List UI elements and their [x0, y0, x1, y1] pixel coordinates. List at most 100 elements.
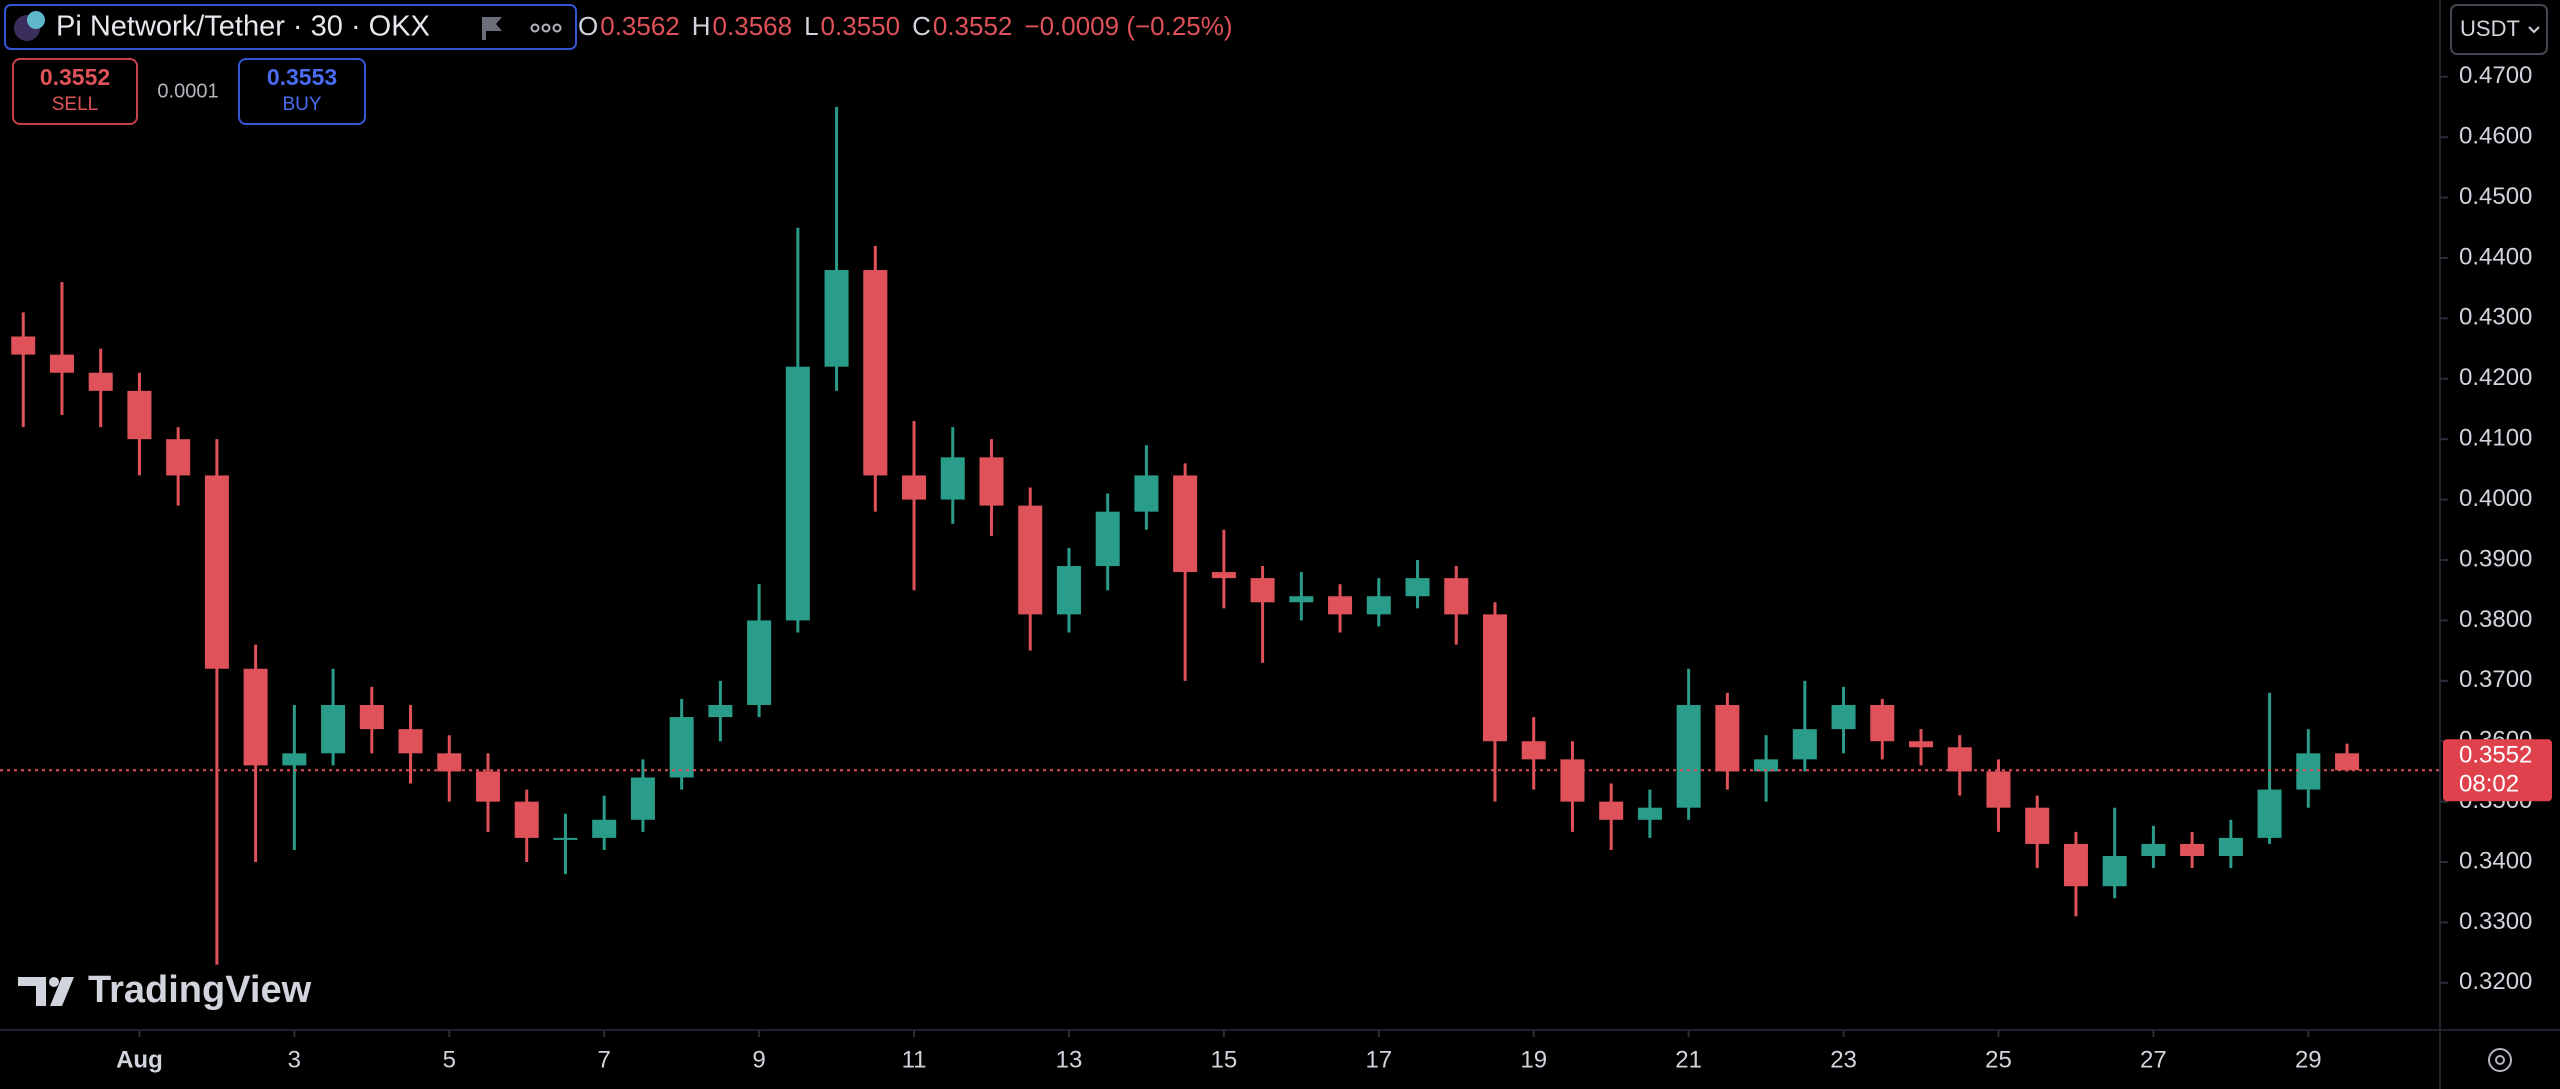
candle-body: [1366, 596, 1391, 615]
x-tick-label: 3: [288, 1046, 301, 1073]
sell-label: SELL: [52, 94, 98, 115]
candle-body: [553, 837, 578, 840]
countdown-label: 08:02: [2459, 771, 2519, 798]
candle-body: [1831, 704, 1856, 730]
flag-icon[interactable]: [482, 17, 502, 40]
y-tick-label: 0.3700: [2459, 666, 2532, 693]
candle-body: [1754, 759, 1779, 772]
candle-body: [708, 704, 733, 718]
candle-body: [2025, 807, 2050, 844]
candle-body: [475, 771, 501, 802]
candle-body: [902, 475, 927, 500]
candle-body: [1637, 807, 1662, 820]
candle-body: [669, 717, 694, 778]
candle-body: [2141, 843, 2166, 857]
sell-button[interactable]: [12, 58, 138, 125]
y-tick-label: 0.4100: [2459, 425, 2532, 452]
candle-body: [1173, 475, 1198, 573]
candle-body: [1134, 475, 1159, 512]
x-tick-label: 25: [1985, 1046, 2012, 1073]
candle-body: [1289, 596, 1314, 603]
x-tick-label: 27: [2140, 1046, 2167, 1073]
candle-body: [1444, 578, 1469, 615]
y-tick-label: 0.4000: [2459, 485, 2532, 512]
candle-body: [2218, 837, 2243, 857]
spread: 0.0001: [157, 80, 218, 102]
candle-body: [11, 336, 36, 355]
sell-price: 0.3552: [40, 64, 110, 90]
candle-body: [1328, 596, 1353, 615]
x-tick-label: 17: [1365, 1046, 1392, 1073]
y-tick-label: 0.4500: [2459, 183, 2532, 210]
watermark: TradingView: [88, 969, 312, 1011]
plot-area: [0, 106, 2440, 965]
symbol-title: Pi Network/Tether · 30 · OKX: [56, 11, 430, 43]
candle-body: [592, 819, 617, 838]
candle-body: [1250, 578, 1275, 603]
y-tick-label: 0.4600: [2459, 122, 2532, 149]
candle-body: [1986, 771, 2011, 808]
x-tick-label: 9: [752, 1046, 765, 1073]
more-icon[interactable]: [541, 23, 551, 33]
y-tick-label: 0.4300: [2459, 304, 2532, 331]
x-tick-label: 29: [2295, 1046, 2322, 1073]
candle-body: [437, 753, 462, 772]
candle-body: [514, 801, 539, 838]
candle-body: [2335, 753, 2360, 771]
x-tick-label: 7: [598, 1046, 611, 1073]
y-tick-label: 0.4200: [2459, 364, 2532, 391]
candle-body: [824, 270, 849, 367]
more-icon[interactable]: [530, 23, 540, 33]
x-tick-label: 13: [1056, 1046, 1083, 1073]
candle-body: [785, 366, 810, 621]
x-tick-label: 15: [1211, 1046, 1238, 1073]
more-icon[interactable]: [552, 23, 562, 33]
candle-body: [1482, 614, 1507, 742]
watermark-logo: [18, 977, 74, 1006]
y-tick-label: 0.4700: [2459, 62, 2532, 89]
exchange-icon: [27, 11, 45, 29]
candle-body: [1056, 566, 1081, 615]
y-tick-label: 0.3200: [2459, 968, 2532, 995]
symbol-box[interactable]: [4, 4, 577, 50]
candle-body: [127, 390, 152, 440]
candle-body: [1947, 747, 1972, 772]
candle-body: [1792, 729, 1817, 760]
x-tick-label: 11: [902, 1046, 927, 1073]
candle-body: [49, 354, 74, 373]
candle-body: [204, 475, 229, 669]
overlay: Pi Network/Tether · 30 · OKX O 0.3562 H 0.3…: [4, 4, 2548, 1072]
buy-button[interactable]: [238, 58, 366, 125]
candle-body: [1095, 511, 1120, 567]
candle-body: [747, 620, 772, 705]
candle-body: [1211, 572, 1236, 579]
ohlc-key: L: [804, 11, 818, 41]
candle-body: [1676, 704, 1701, 808]
y-tick-label: 0.3300: [2459, 908, 2532, 935]
candle-body: [979, 457, 1004, 506]
ohlc-value: 0.3550: [821, 11, 901, 41]
ohlc-legend: O 0.3562 H 0.3568 L 0.3550 C 0.3552 −0.0009 (−0.…: [578, 11, 1233, 41]
candle-body: [243, 668, 268, 766]
y-tick-label: 0.3800: [2459, 606, 2532, 633]
candle-body: [940, 457, 965, 500]
x-tick-label: 23: [1830, 1046, 1857, 1073]
x-tick-label: 21: [1675, 1046, 1702, 1073]
currency-label: USDT: [2460, 16, 2520, 41]
candle-body: [398, 729, 423, 754]
dropdown-caret: [2528, 26, 2540, 34]
candle-body: [1521, 741, 1546, 760]
candle-body: [2180, 843, 2205, 857]
candle-body: [166, 439, 191, 476]
currency-dropdown[interactable]: [2450, 4, 2548, 55]
ohlc-key: O: [578, 11, 598, 41]
last-price-tag: [2443, 739, 2552, 802]
y-tick-label: 0.4400: [2459, 243, 2532, 270]
candle-body: [2063, 843, 2088, 887]
candle-body: [1870, 704, 1895, 742]
candle-body: [282, 753, 307, 766]
candle-body: [2257, 789, 2282, 838]
settings-icon[interactable]: [2488, 1048, 2512, 1072]
